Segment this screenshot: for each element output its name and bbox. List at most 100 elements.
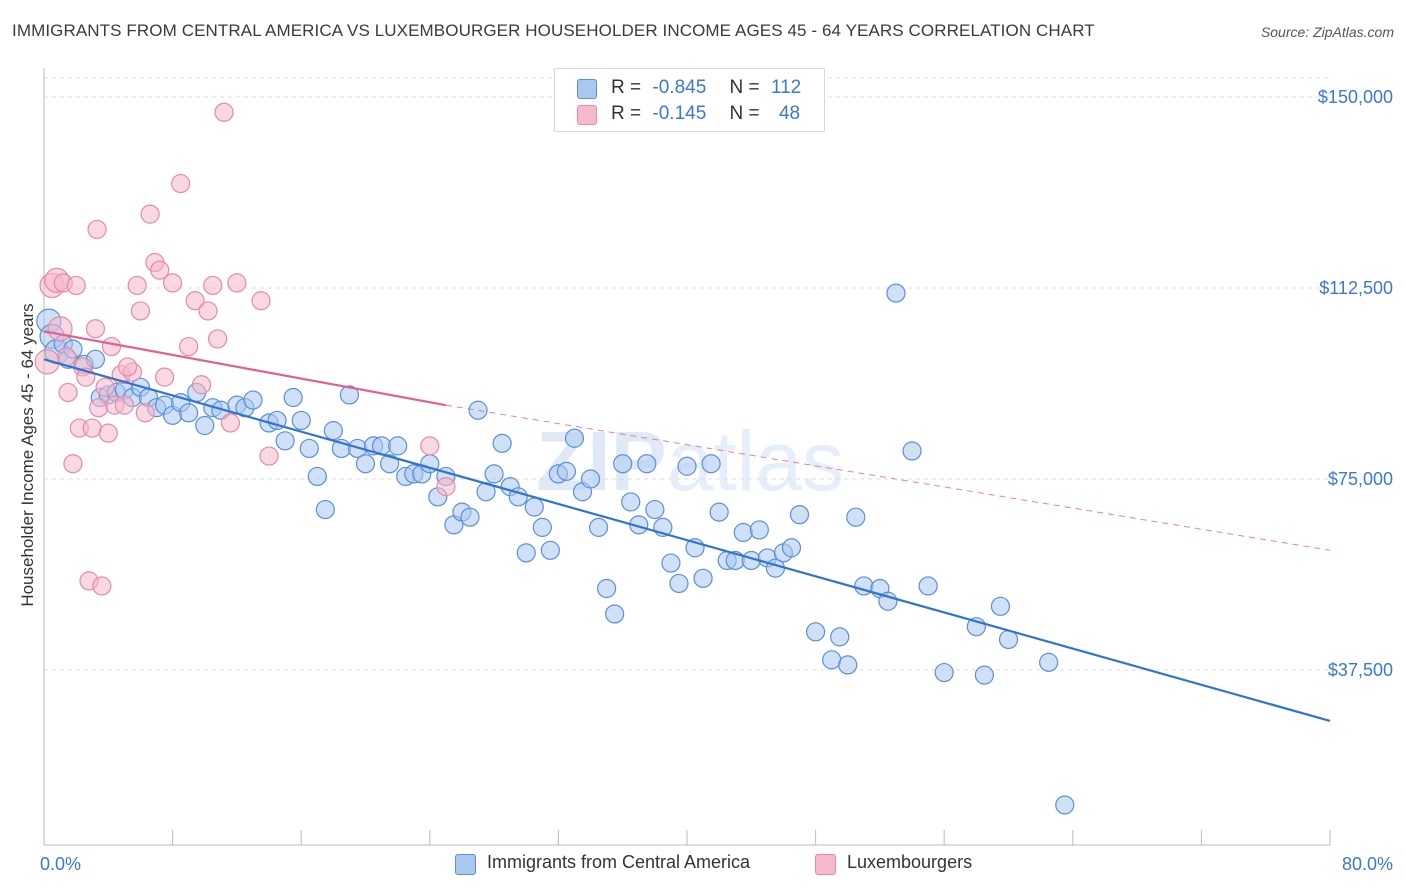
point-central-america — [990, 596, 1011, 616]
point-luxembourger — [130, 301, 151, 321]
y-tick-label: $112,500 — [1319, 278, 1393, 298]
y-tick-label: $75,000 — [1328, 469, 1393, 489]
point-central-america — [886, 283, 906, 303]
point-central-america — [934, 662, 954, 683]
point-luxembourger — [63, 454, 83, 474]
point-central-america — [661, 553, 681, 573]
point-central-america — [822, 650, 842, 670]
point-luxembourger — [127, 275, 147, 296]
point-luxembourger — [227, 273, 247, 293]
point-luxembourger — [259, 446, 279, 466]
point-central-america — [701, 454, 721, 474]
point-central-america — [291, 410, 311, 431]
point-central-america — [693, 568, 713, 588]
trendline-central-america — [43, 358, 1331, 722]
point-luxembourger — [47, 316, 73, 342]
point-central-america — [605, 604, 625, 624]
point-luxembourger — [203, 275, 223, 296]
point-central-america — [733, 522, 753, 543]
legend-swatch-central-america — [577, 79, 597, 99]
point-central-america — [307, 466, 327, 487]
point-central-america — [564, 428, 585, 448]
point-central-america — [974, 665, 994, 685]
point-central-america — [484, 464, 504, 484]
point-central-america — [830, 627, 850, 647]
point-central-america — [540, 540, 560, 560]
point-luxembourger — [114, 395, 134, 415]
point-central-america — [275, 431, 295, 451]
point-central-america — [645, 499, 665, 520]
point-luxembourger — [87, 219, 107, 240]
point-central-america — [315, 499, 335, 520]
point-central-america — [878, 591, 898, 611]
y-tick-labels: $37,500 $75,000 $112,500 $150,000 — [1318, 87, 1393, 680]
legend-n-label: N = — [729, 77, 760, 98]
point-central-america — [468, 400, 488, 420]
point-central-america — [597, 578, 617, 599]
chart-title: IMMIGRANTS FROM CENTRAL AMERICA VS LUXEM… — [12, 21, 1095, 40]
point-central-america — [516, 543, 536, 563]
point-luxembourger — [436, 477, 456, 497]
point-central-america — [709, 502, 729, 522]
point-central-america — [195, 415, 215, 436]
point-luxembourger — [420, 436, 440, 456]
point-central-america — [556, 461, 577, 481]
axes — [43, 68, 1331, 846]
point-luxembourger — [66, 275, 86, 296]
point-central-america — [283, 387, 303, 408]
point-central-america — [323, 421, 343, 441]
x-tick-label: 0.0% — [40, 854, 81, 874]
point-luxembourger — [82, 418, 102, 438]
point-luxembourger — [251, 291, 271, 311]
legend-r-label: R = — [611, 103, 642, 124]
legend-n-label: N = — [729, 103, 760, 124]
legend-n-value: 48 — [778, 103, 801, 124]
point-central-america — [1055, 795, 1075, 815]
y-tick-label: $150,000 — [1318, 87, 1393, 107]
watermark: ZIPatlas — [536, 414, 844, 508]
trendline-luxembourgers — [43, 330, 447, 407]
bottom-legend-label: Immigrants from Central America — [487, 852, 751, 872]
point-luxembourger — [179, 336, 199, 357]
point-luxembourger — [135, 403, 155, 423]
point-central-america — [749, 520, 769, 540]
point-central-america — [621, 492, 641, 512]
point-luxembourger — [140, 204, 160, 224]
point-central-america — [243, 390, 263, 410]
point-central-america — [677, 456, 697, 476]
bottom-legend-label: Luxembourgers — [847, 852, 973, 872]
point-central-america — [267, 410, 287, 431]
point-central-america — [179, 403, 199, 423]
point-luxembourger — [58, 382, 78, 403]
point-luxembourger — [214, 102, 234, 122]
point-central-america — [532, 517, 552, 537]
correlation-legend: R = -0.845 N = 112 R = -0.145 N = 48 — [554, 68, 825, 132]
point-central-america — [460, 507, 480, 527]
point-luxembourger — [150, 260, 170, 280]
source-credit: Source: ZipAtlas.com — [1260, 24, 1394, 40]
point-central-america — [838, 655, 858, 675]
point-central-america — [355, 454, 376, 474]
point-central-america — [637, 454, 657, 474]
point-luxembourger — [171, 173, 191, 194]
point-luxembourger — [154, 367, 175, 387]
point-central-america — [1039, 652, 1059, 672]
legend-swatch-luxembourgers — [577, 105, 597, 125]
y-tick-label: $37,500 — [1328, 660, 1393, 680]
point-luxembourger — [98, 423, 118, 443]
legend-r-label: R = — [611, 77, 642, 98]
point-central-america — [781, 538, 802, 558]
point-central-america — [846, 507, 866, 527]
point-central-america — [805, 622, 826, 642]
point-central-america — [902, 441, 922, 461]
point-central-america — [588, 517, 609, 537]
point-luxembourger — [208, 329, 228, 349]
point-luxembourger — [198, 301, 218, 321]
x-tick-label: 80.0% — [1342, 854, 1393, 874]
point-luxembourger — [85, 319, 106, 339]
point-central-america — [388, 436, 408, 456]
point-luxembourger — [191, 375, 212, 395]
point-luxembourger — [220, 413, 241, 433]
point-central-america — [492, 433, 512, 453]
